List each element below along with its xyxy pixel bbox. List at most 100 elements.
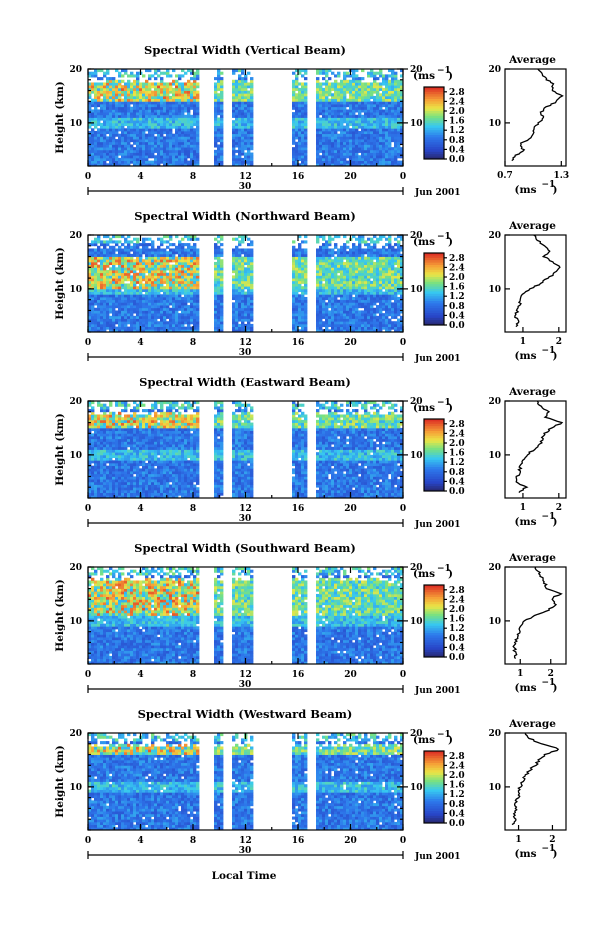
heatmap-cell <box>337 157 341 162</box>
heatmap-cell <box>97 144 101 148</box>
heatmap-cell <box>169 82 173 86</box>
heatmap-cell <box>367 149 371 153</box>
heatmap-cell <box>214 245 218 249</box>
heatmap-cell <box>88 136 92 140</box>
heatmap-cell <box>175 85 179 89</box>
heatmap-cell <box>298 305 302 309</box>
heatmap-cell <box>94 302 98 306</box>
heatmap-cell <box>322 259 326 263</box>
heatmap-cell <box>181 283 185 287</box>
heatmap-cell <box>220 101 224 105</box>
heatmap-cell <box>394 109 398 113</box>
heatmap-cell <box>109 98 113 102</box>
heatmap-cell <box>130 152 134 156</box>
heatmap-cell <box>373 133 377 137</box>
heatmap-cell <box>316 141 320 145</box>
heatmap-cell <box>190 248 194 252</box>
heatmap-cell <box>196 296 200 301</box>
heatmap-cell <box>121 243 125 247</box>
heatmap-cell <box>325 315 329 319</box>
heatmap-cell <box>331 85 335 89</box>
heatmap-cell <box>352 147 356 151</box>
heatmap-cell <box>292 120 296 124</box>
heatmap-cell <box>154 253 158 257</box>
heatmap-cell <box>379 109 383 113</box>
heatmap-cell <box>166 71 170 75</box>
heatmap-cell <box>121 101 125 105</box>
heatmap-cell <box>232 106 236 110</box>
heatmap-cell <box>103 71 107 75</box>
heatmap-cell <box>337 275 341 279</box>
heatmap-cell <box>385 79 389 83</box>
heatmap-cell <box>109 323 113 328</box>
heatmap-cell <box>367 141 371 145</box>
heatmap-cell <box>304 315 308 319</box>
heatmap-cell <box>397 120 401 124</box>
heatmap-cell <box>160 130 164 135</box>
heatmap-cell <box>115 299 119 303</box>
heatmap-cell <box>169 323 173 328</box>
heatmap-cell <box>238 323 242 328</box>
heatmap-cell <box>145 267 149 271</box>
heatmap-cell <box>196 253 200 257</box>
heatmap-cell <box>112 280 116 284</box>
heatmap-cell <box>334 139 338 143</box>
heatmap-cell <box>235 128 239 132</box>
heatmap-cell <box>340 136 344 140</box>
heatmap-cell <box>127 326 131 330</box>
heatmap-cell <box>175 264 179 268</box>
heatmap-cell <box>109 125 113 129</box>
heatmap-cell <box>385 93 389 97</box>
heatmap-cell <box>94 243 98 247</box>
heatmap-cell <box>394 95 398 100</box>
heatmap-cell <box>295 82 299 86</box>
heatmap-cell <box>130 139 134 143</box>
heatmap-cell <box>349 315 353 319</box>
heatmap-cell <box>247 85 251 89</box>
heatmap-cell <box>217 299 221 303</box>
heatmap-cell <box>385 155 389 159</box>
heatmap-cell <box>382 130 386 135</box>
heatmap-cell <box>103 235 107 239</box>
heatmap-cell <box>319 326 323 330</box>
heatmap-cell <box>241 157 245 162</box>
heatmap-cell <box>127 302 131 306</box>
heatmap-cell <box>118 82 122 86</box>
heatmap-cell <box>148 125 152 129</box>
heatmap-cell <box>346 286 350 290</box>
heatmap-cell <box>175 259 179 263</box>
heatmap-cell <box>349 272 353 276</box>
heatmap-cell <box>319 117 323 121</box>
heatmap-cell <box>370 90 374 94</box>
heatmap-cell <box>109 117 113 121</box>
heatmap-cell <box>175 112 179 116</box>
heatmap-cell <box>190 98 194 102</box>
heatmap-cell <box>316 318 320 322</box>
heatmap-cell <box>370 101 374 105</box>
heatmap-cell <box>139 133 143 137</box>
heatmap-cell <box>112 160 116 164</box>
heatmap-cell <box>121 310 125 314</box>
heatmap-cell <box>364 85 368 89</box>
heatmap-cell <box>130 240 134 244</box>
heatmap-cell <box>376 112 380 116</box>
heatmap-cell <box>388 157 392 162</box>
heatmap-cell <box>298 109 302 113</box>
heatmap-cell <box>292 296 296 301</box>
heatmap-cell <box>136 323 140 328</box>
heatmap-cell <box>139 128 143 132</box>
heatmap-cell <box>160 106 164 110</box>
heatmap-cell <box>358 321 362 325</box>
heatmap-cell <box>181 157 185 162</box>
heatmap-cell <box>130 74 134 78</box>
heatmap-cell <box>298 152 302 156</box>
heatmap-cell <box>109 144 113 148</box>
heatmap-cell <box>325 296 329 301</box>
heatmap-cell <box>109 106 113 110</box>
heatmap-cell <box>172 294 176 298</box>
heatmap-cell <box>145 98 149 102</box>
heatmap-cell <box>196 122 200 126</box>
heatmap-cell <box>316 109 320 113</box>
heatmap-cell <box>298 248 302 252</box>
heatmap-cell <box>232 160 236 164</box>
